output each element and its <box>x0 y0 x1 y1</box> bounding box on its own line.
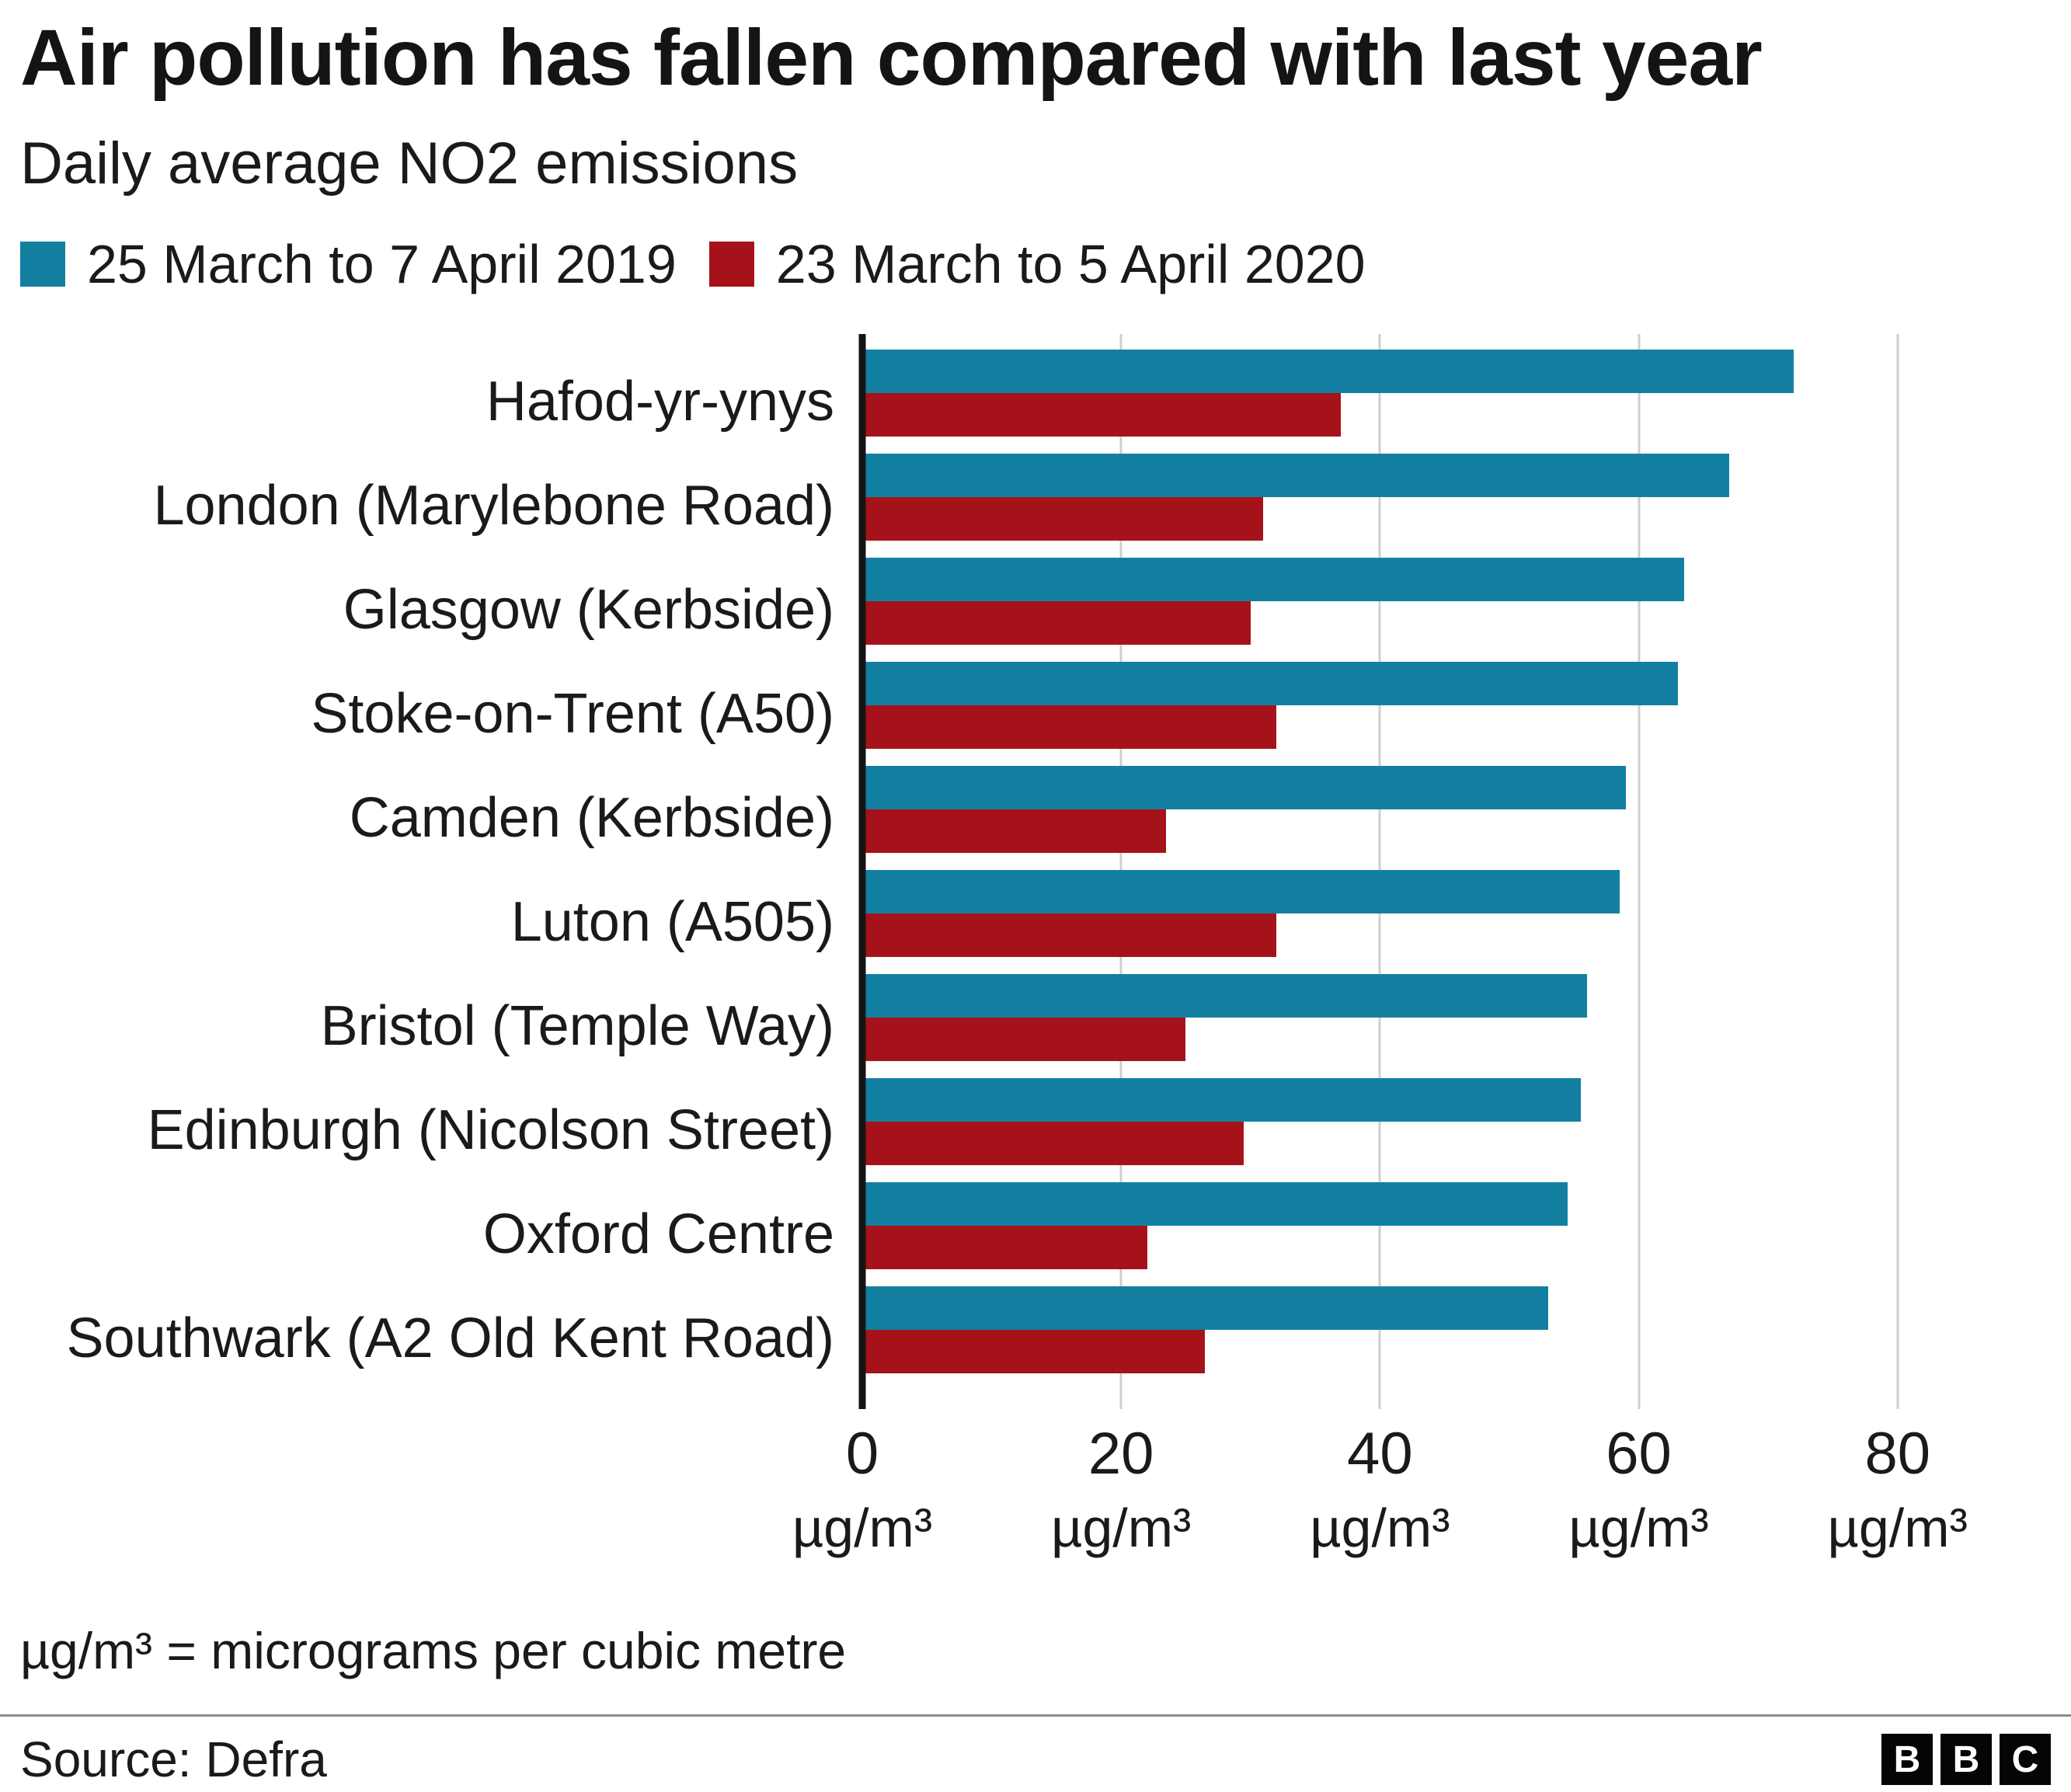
category-label: Oxford Centre <box>482 1203 834 1265</box>
category-labels: Hafod-yr-ynys London (Marylebone Road) Gla… <box>0 334 862 1409</box>
bar-2020 <box>862 497 1264 541</box>
x-tick-unit: µg/m³ <box>1310 1498 1450 1558</box>
bar-group <box>862 454 2001 558</box>
bar-group <box>862 766 2001 870</box>
bar-2020 <box>862 913 1277 957</box>
category-label: Edinburgh (Nicolson Street) <box>147 1099 834 1161</box>
legend-label-2020: 23 March to 5 April 2020 <box>775 234 1366 294</box>
bar-2019 <box>862 558 1684 601</box>
bar-group <box>862 350 2001 454</box>
bbc-logo-block-c: C <box>2000 1734 2051 1785</box>
bar-2019 <box>862 1286 1548 1330</box>
x-tick-unit: µg/m³ <box>1568 1498 1709 1558</box>
bar-2020 <box>862 1330 1206 1373</box>
bar-2020 <box>862 601 1251 645</box>
bar-2020 <box>862 705 1277 749</box>
x-tick-value: 40 <box>1347 1421 1413 1487</box>
x-gridline <box>1896 334 1899 1409</box>
category-label: London (Marylebone Road) <box>153 475 834 537</box>
bar-2019 <box>862 974 1587 1018</box>
bar-group <box>862 662 2001 766</box>
x-tick-unit: µg/m³ <box>792 1498 933 1558</box>
bar-2020 <box>862 809 1167 853</box>
category-label: Luton (A505) <box>510 891 834 953</box>
bar-group <box>862 870 2001 974</box>
category-label: Bristol (Temple Way) <box>320 995 834 1057</box>
chart-header: Air pollution has fallen compared with l… <box>0 12 2071 295</box>
legend-item-2020: 23 March to 5 April 2020 <box>708 233 1366 295</box>
footnote: µg/m³ = micrograms per cubic metre <box>20 1622 847 1679</box>
divider-line <box>0 1714 2071 1717</box>
plot-area <box>858 334 2001 1409</box>
x-axis-tick: 80 µg/m³ <box>1828 1420 1968 1559</box>
category-label: Glasgow (Kerbside) <box>343 579 834 641</box>
category-label: Camden (Kerbside) <box>349 787 834 849</box>
bar-2019 <box>862 662 1678 705</box>
x-axis-row: 0 µg/m³ 20 µg/m³ 40 µg/m³ 60 µg/m³ 80 µg/m³ <box>0 1409 2071 1587</box>
legend-item-2019: 25 March to 7 April 2019 <box>20 233 677 295</box>
bar-2020 <box>862 1226 1147 1269</box>
x-gridline <box>1638 334 1641 1409</box>
bar-2020 <box>862 1018 1186 1061</box>
x-tick-value: 80 <box>1864 1421 1930 1487</box>
x-axis-tick: 20 µg/m³ <box>1051 1420 1191 1559</box>
x-axis-tick: 0 µg/m³ <box>792 1420 932 1559</box>
legend-swatch-2019 <box>20 242 65 287</box>
bbc-logo-block-b1: B <box>1881 1734 1933 1785</box>
x-tick-value: 60 <box>1606 1421 1672 1487</box>
bar-2019 <box>862 766 1626 809</box>
chart-subtitle: Daily average NO2 emissions <box>20 130 799 197</box>
x-tick-value: 0 <box>845 1421 879 1487</box>
x-axis-tick: 40 µg/m³ <box>1310 1420 1450 1559</box>
x-axis-tick: 60 µg/m³ <box>1568 1420 1708 1559</box>
legend-label-2019: 25 March to 7 April 2019 <box>87 234 677 294</box>
chart-title: Air pollution has fallen compared with l… <box>20 13 1763 102</box>
bbc-logo: B B C <box>1881 1734 2051 1785</box>
bbc-logo-block-b2: B <box>1940 1734 1992 1785</box>
bar-group <box>862 1078 2001 1182</box>
bar-2019 <box>862 870 1620 913</box>
bar-group <box>862 558 2001 662</box>
legend: 25 March to 7 April 2019 23 March to 5 A… <box>20 233 2051 295</box>
x-tick-unit: µg/m³ <box>1827 1498 1968 1558</box>
bar-chart: Hafod-yr-ynys London (Marylebone Road) Gla… <box>0 334 2071 1409</box>
x-tick-unit: µg/m³ <box>1051 1498 1192 1558</box>
x-tick-value: 20 <box>1088 1421 1154 1487</box>
legend-swatch-2020 <box>708 242 754 287</box>
bar-group <box>862 1286 2001 1390</box>
bar-group <box>862 974 2001 1078</box>
bar-2020 <box>862 393 1342 437</box>
bar-2019 <box>862 1182 1568 1226</box>
x-axis-spacer <box>0 1409 862 1587</box>
bar-2019 <box>862 1078 1581 1122</box>
x-axis: 0 µg/m³ 20 µg/m³ 40 µg/m³ 60 µg/m³ 80 µg/m³ <box>792 1420 2001 1587</box>
category-label: Hafod-yr-ynys <box>486 371 834 433</box>
bar-2019 <box>862 454 1730 497</box>
y-axis-line <box>858 334 866 1409</box>
bar-group <box>862 1182 2001 1286</box>
bar-2020 <box>862 1122 1244 1165</box>
source-text: Source: Defra <box>20 1731 327 1787</box>
category-label: Stoke-on-Trent (A50) <box>311 683 834 745</box>
bar-2019 <box>862 350 1794 393</box>
source-row: Source: Defra B B C <box>0 1731 2071 1788</box>
category-label: Southwark (A2 Old Kent Road) <box>66 1307 835 1369</box>
